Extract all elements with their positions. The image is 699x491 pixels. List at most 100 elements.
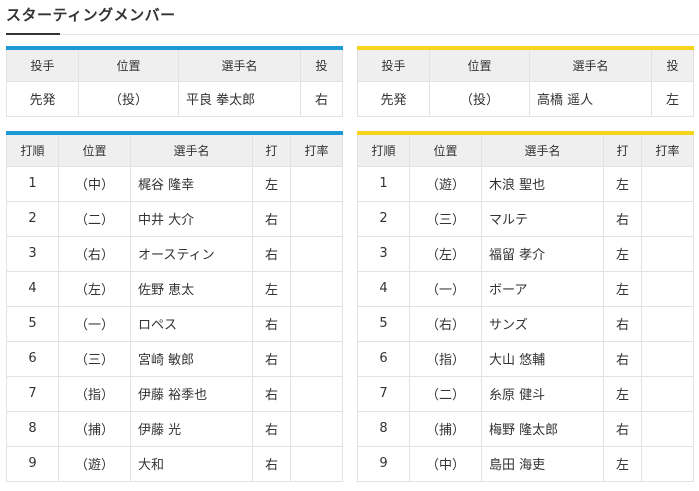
batting-order: 7 xyxy=(6,375,59,412)
table-row: 8 （捕） 伊藤 光右 xyxy=(6,410,343,447)
title-underline xyxy=(6,33,60,35)
table-row: 9 （遊） 大和右 xyxy=(6,445,343,482)
pitcher-position: （投） xyxy=(429,80,530,117)
position: （中） xyxy=(58,165,131,202)
visitor-pitcher-table: 投手 位置 選手名 投 先発 （投） 高橋 遥人 左 xyxy=(357,46,694,117)
bats: 左 xyxy=(603,235,642,272)
batting-average xyxy=(641,375,694,412)
position: （指） xyxy=(58,375,131,412)
batting-order: 5 xyxy=(6,305,59,342)
player-name: 梅野 隆太郎 xyxy=(481,410,604,447)
bats: 右 xyxy=(252,200,291,237)
pitcher-name: 高橋 遥人 xyxy=(529,80,652,117)
lineup-header-row: 打順 位置 選手名 打 打率 xyxy=(6,132,343,167)
batting-average xyxy=(641,305,694,342)
batting-average xyxy=(290,235,343,272)
bats: 右 xyxy=(252,410,291,447)
pitcher-role: 先発 xyxy=(357,80,430,117)
batting-order: 4 xyxy=(357,270,410,307)
bats: 左 xyxy=(603,375,642,412)
batting-average xyxy=(641,445,694,482)
header-player-name: 選手名 xyxy=(178,47,301,82)
player-name: 宮崎 敏郎 xyxy=(130,340,253,377)
batting-order: 3 xyxy=(6,235,59,272)
table-row: 3 （左） 福留 孝介左 xyxy=(357,235,694,272)
header-player-name: 選手名 xyxy=(529,47,652,82)
batting-order: 3 xyxy=(357,235,410,272)
table-row: 7 （指） 伊藤 裕季也右 xyxy=(6,375,343,412)
bats: 右 xyxy=(603,340,642,377)
batting-average xyxy=(641,270,694,307)
position: （左） xyxy=(409,235,482,272)
player-name: ボーア xyxy=(481,270,604,307)
table-row: 4 （一） ボーア左 xyxy=(357,270,694,307)
batting-average xyxy=(641,340,694,377)
bats: 左 xyxy=(603,165,642,202)
pitcher-position: （投） xyxy=(78,80,179,117)
player-name: 大山 悠輔 xyxy=(481,340,604,377)
header-position: 位置 xyxy=(58,132,131,167)
table-row: 5 （一） ロペス右 xyxy=(6,305,343,342)
header-bats: 打 xyxy=(252,132,291,167)
batting-order: 1 xyxy=(357,165,410,202)
table-row: 3 （右） オースティン右 xyxy=(6,235,343,272)
table-row: 4 （左） 佐野 恵太左 xyxy=(6,270,343,307)
table-row: 7 （二） 糸原 健斗左 xyxy=(357,375,694,412)
position: （遊） xyxy=(409,165,482,202)
table-row: 1 （中） 梶谷 隆幸左 xyxy=(6,165,343,202)
position: （右） xyxy=(409,305,482,342)
header-position: 位置 xyxy=(429,47,530,82)
position: （遊） xyxy=(58,445,131,482)
batting-average xyxy=(641,235,694,272)
batting-order: 5 xyxy=(357,305,410,342)
batting-order: 8 xyxy=(357,410,410,447)
player-name: サンズ xyxy=(481,305,604,342)
table-row: 2 （三） マルテ右 xyxy=(357,200,694,237)
header-throws: 投 xyxy=(300,47,343,82)
batting-order: 2 xyxy=(357,200,410,237)
batting-average xyxy=(641,165,694,202)
visitor-lineup-table: 打順 位置 選手名 打 打率 1 （遊） 木浪 聖也左 2 （三） マルテ右 3 （左）福… xyxy=(357,131,694,482)
table-row: 6 （指） 大山 悠輔右 xyxy=(357,340,694,377)
table-row: 9 （中） 島田 海吏左 xyxy=(357,445,694,482)
table-row: 6 （三） 宮崎 敏郎右 xyxy=(6,340,343,377)
player-name: 佐野 恵太 xyxy=(130,270,253,307)
bats: 右 xyxy=(603,305,642,342)
batting-average xyxy=(290,340,343,377)
batting-order: 7 xyxy=(357,375,410,412)
player-name: オースティン xyxy=(130,235,253,272)
batting-order: 4 xyxy=(6,270,59,307)
table-row: 2 （二） 中井 大介右 xyxy=(6,200,343,237)
table-row: 5 （右） サンズ右 xyxy=(357,305,694,342)
batting-order: 1 xyxy=(6,165,59,202)
batting-average xyxy=(290,410,343,447)
bats: 右 xyxy=(252,340,291,377)
position: （三） xyxy=(58,340,131,377)
bats: 左 xyxy=(252,165,291,202)
header-batting-order: 打順 xyxy=(357,132,410,167)
position: （一） xyxy=(58,305,131,342)
bats: 右 xyxy=(252,375,291,412)
header-batting-average: 打率 xyxy=(290,132,343,167)
pitcher-header-row: 投手 位置 選手名 投 xyxy=(6,47,343,82)
pitcher-throws: 右 xyxy=(300,80,343,117)
position: （中） xyxy=(409,445,482,482)
bats: 左 xyxy=(603,445,642,482)
player-name: 中井 大介 xyxy=(130,200,253,237)
batting-average xyxy=(290,445,343,482)
bats: 右 xyxy=(252,305,291,342)
header-player-name: 選手名 xyxy=(130,132,253,167)
header-pitcher: 投手 xyxy=(6,47,79,82)
batting-average xyxy=(290,305,343,342)
header-position: 位置 xyxy=(409,132,482,167)
batting-order: 9 xyxy=(6,445,59,482)
bats: 左 xyxy=(252,270,291,307)
pitcher-role: 先発 xyxy=(6,80,79,117)
batting-average xyxy=(641,200,694,237)
batting-average xyxy=(290,375,343,412)
batting-order: 9 xyxy=(357,445,410,482)
table-row: 8 （捕） 梅野 隆太郎右 xyxy=(357,410,694,447)
home-pitcher-table: 投手 位置 選手名 投 先発 （投） 平良 拳太郎 右 xyxy=(6,46,343,117)
player-name: ロペス xyxy=(130,305,253,342)
batting-order: 6 xyxy=(357,340,410,377)
